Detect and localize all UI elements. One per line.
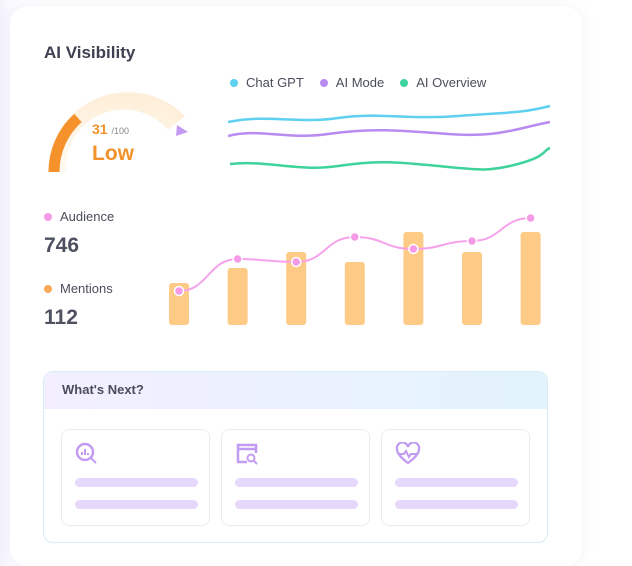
audience-mentions-chart (169, 212, 541, 325)
audience-point (349, 231, 361, 243)
metric-mentions-label: Mentions (44, 281, 113, 296)
search-chart-icon (75, 442, 97, 464)
metric-audience-value: 746 (44, 234, 80, 257)
heart-pulse-icon (395, 442, 421, 465)
card-title: AI Visibility (44, 43, 136, 62)
audience-point (408, 243, 419, 255)
whats-next-panel: What's Next? (43, 371, 548, 543)
audience-point (173, 285, 185, 297)
mentions-bar (462, 252, 482, 325)
gauge-level: Low (92, 142, 134, 165)
mentions-bar (344, 262, 365, 325)
next-tile-3[interactable] (381, 429, 530, 526)
chatgpt-line (228, 104, 551, 124)
browser-search-icon (236, 443, 258, 465)
mentions-bar (227, 268, 248, 325)
visibility-gauge (48, 92, 188, 173)
ai-overview-line (229, 146, 551, 171)
metric-audience-label: Audience (44, 209, 114, 224)
ai-mode-line (228, 120, 551, 138)
mentions-bar (169, 283, 189, 325)
mentions-bar (403, 232, 424, 325)
legend-item-ai-overview: AI Overview (400, 75, 486, 90)
gauge-pointer (176, 125, 188, 136)
metric-mentions-value: 112 (44, 306, 78, 329)
legend-item-chatgpt: Chat GPT (230, 75, 304, 90)
legend-item-ai-mode: AI Mode (319, 75, 384, 90)
trend-lines (228, 104, 551, 171)
audience-point (466, 235, 478, 247)
chart-legend: Chat GPT AI Mode AI Overview (230, 75, 486, 90)
next-tile-1[interactable] (61, 429, 210, 526)
next-tile-2[interactable] (221, 429, 370, 526)
whats-next-title: What's Next? (44, 372, 547, 409)
mentions-bar (286, 252, 307, 325)
audience-point (290, 256, 302, 268)
mentions-bar (520, 232, 541, 325)
gauge-score: 31 /100 (92, 121, 129, 137)
audience-point (525, 212, 536, 224)
audience-point (232, 253, 243, 265)
